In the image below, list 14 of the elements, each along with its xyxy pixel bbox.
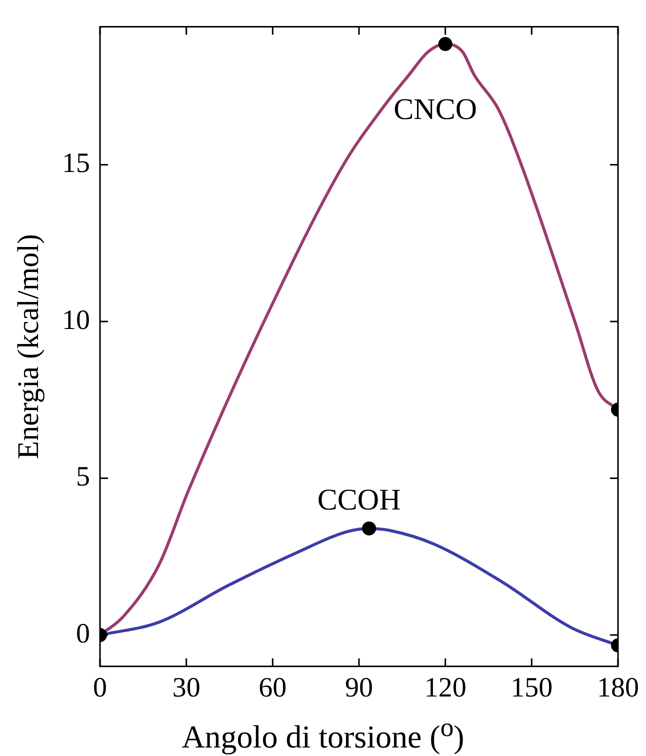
x-axis-title: Angolo di torsione ($^{o}$): [180, 712, 466, 756]
x-tick-label: 180: [597, 672, 639, 704]
x-tick-label: 120: [424, 672, 466, 704]
x-tick-label: 150: [510, 672, 553, 704]
x-tick-label: 90: [345, 672, 373, 704]
y-tick-label: 5: [76, 462, 90, 493]
y-tick-label: 0: [76, 618, 90, 650]
x-tick-label: 60: [258, 672, 287, 704]
series-label: CCOH: [317, 483, 401, 516]
x-tick-label: 30: [172, 672, 200, 704]
y-tick-label: 15: [62, 148, 90, 180]
y-axis-title: Energia (kcal/mol): [12, 234, 45, 460]
y-tick-label: 10: [62, 304, 90, 336]
series-label: CNCO: [394, 92, 478, 126]
